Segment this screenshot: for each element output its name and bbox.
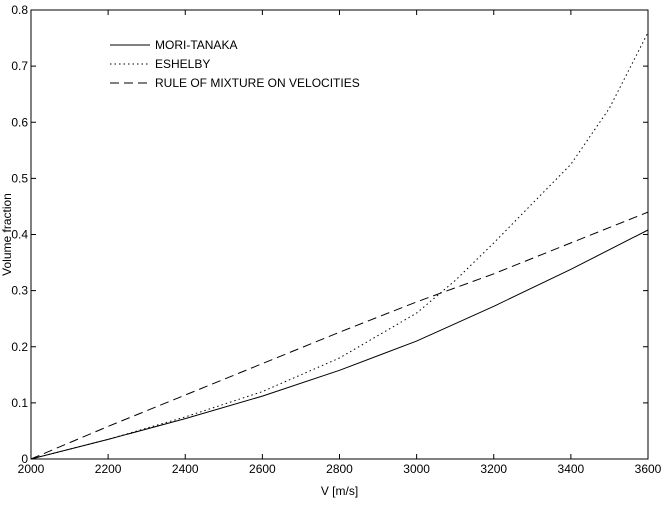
series-line-eshelby <box>30 32 649 460</box>
x-tick-label: 2200 <box>95 462 122 476</box>
y-tick-label: 0.6 <box>11 115 28 129</box>
legend: MORI-TANAKA ESHELBY RULE OF MIXTURE ON VEL… <box>110 38 360 90</box>
ticks-layer: 2000 2200 2400 2600 2800 3000 3200 3400 3600 0 0.1… <box>11 3 661 476</box>
x-tick-label: 2000 <box>18 462 45 476</box>
y-tick-label: 0.8 <box>11 3 28 17</box>
y-tick-label: 0.3 <box>11 284 28 298</box>
x-tick-label: 3600 <box>635 462 662 476</box>
series-line-rule-of-mixture-on-velocities <box>30 211 649 460</box>
x-axis-label: V [m/s] <box>321 484 358 498</box>
x-tick-label: 2800 <box>326 462 353 476</box>
y-axis-label: Volume fraction <box>0 193 14 276</box>
x-tick-label: 3200 <box>480 462 507 476</box>
x-tick-label: 3400 <box>558 462 585 476</box>
y-tick-label: 0 <box>21 452 28 466</box>
x-tick-label: 2600 <box>249 462 276 476</box>
y-tick-label: 0.5 <box>11 171 28 185</box>
series-line-mori-tanaka <box>30 229 649 460</box>
series-layer <box>30 32 649 460</box>
legend-label: RULE OF MIXTURE ON VELOCITIES <box>155 76 360 90</box>
y-tick-label: 0.1 <box>11 396 28 410</box>
y-tick-label: 0.4 <box>11 228 28 242</box>
legend-label: ESHELBY <box>155 57 210 71</box>
x-tick-label: 3000 <box>403 462 430 476</box>
y-tick-label: 0.7 <box>11 59 28 73</box>
y-tick-label: 0.2 <box>11 340 28 354</box>
legend-label: MORI-TANAKA <box>155 38 237 52</box>
x-tick-label: 2400 <box>172 462 199 476</box>
